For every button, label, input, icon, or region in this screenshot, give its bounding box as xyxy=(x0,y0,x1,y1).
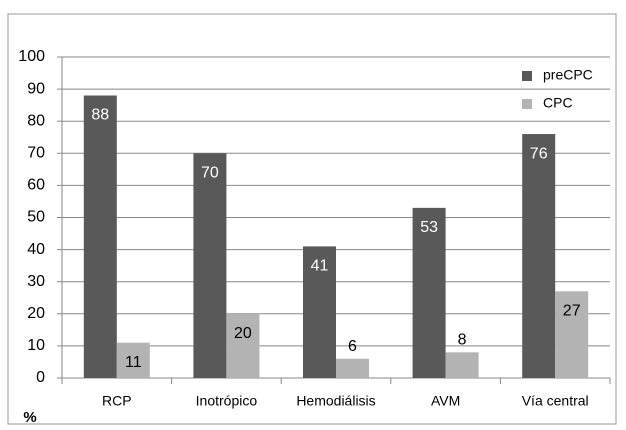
y-axis-label: % xyxy=(23,409,36,426)
y-tick-label: 60 xyxy=(27,177,45,194)
data-label: 20 xyxy=(234,325,252,342)
y-tick-label: 80 xyxy=(27,112,45,129)
y-tick-label: 90 xyxy=(27,80,45,97)
bar xyxy=(83,95,117,379)
bar xyxy=(555,291,589,378)
data-label: 6 xyxy=(348,338,357,355)
bar xyxy=(303,246,336,378)
bar xyxy=(226,313,260,378)
y-tick-label: 0 xyxy=(36,369,45,386)
legend-swatch xyxy=(522,99,532,109)
y-tick-label: 100 xyxy=(18,48,45,65)
data-label: 88 xyxy=(91,107,109,124)
y-tick-label: 50 xyxy=(27,209,45,226)
y-tick-label: 10 xyxy=(27,337,45,354)
x-tick-label: RCP xyxy=(102,393,132,409)
bar xyxy=(445,352,479,378)
bar xyxy=(193,153,227,378)
bar xyxy=(116,342,150,378)
data-label: 70 xyxy=(201,165,219,182)
y-tick-label: 20 xyxy=(27,305,45,322)
data-label: 41 xyxy=(311,258,329,275)
bar xyxy=(412,207,446,378)
data-label: 27 xyxy=(563,303,581,320)
x-tick-label: Hemodiálisis xyxy=(296,393,375,409)
x-tick-label: AVM xyxy=(431,393,460,409)
data-label: 53 xyxy=(420,219,438,236)
data-label: 76 xyxy=(530,145,548,162)
data-label: 8 xyxy=(458,332,467,349)
y-tick-label: 30 xyxy=(27,273,45,290)
legend-label: preCPC xyxy=(543,67,593,83)
y-tick-label: 70 xyxy=(27,145,45,162)
legend-swatch xyxy=(522,71,532,81)
bar xyxy=(522,134,556,378)
y-tick-label: 40 xyxy=(27,241,45,258)
legend-label: CPC xyxy=(543,95,573,111)
x-tick-label: Inotrópico xyxy=(196,393,258,409)
data-label: 11 xyxy=(125,354,142,371)
bar xyxy=(336,358,369,378)
x-tick-label: Vía central xyxy=(522,393,589,409)
